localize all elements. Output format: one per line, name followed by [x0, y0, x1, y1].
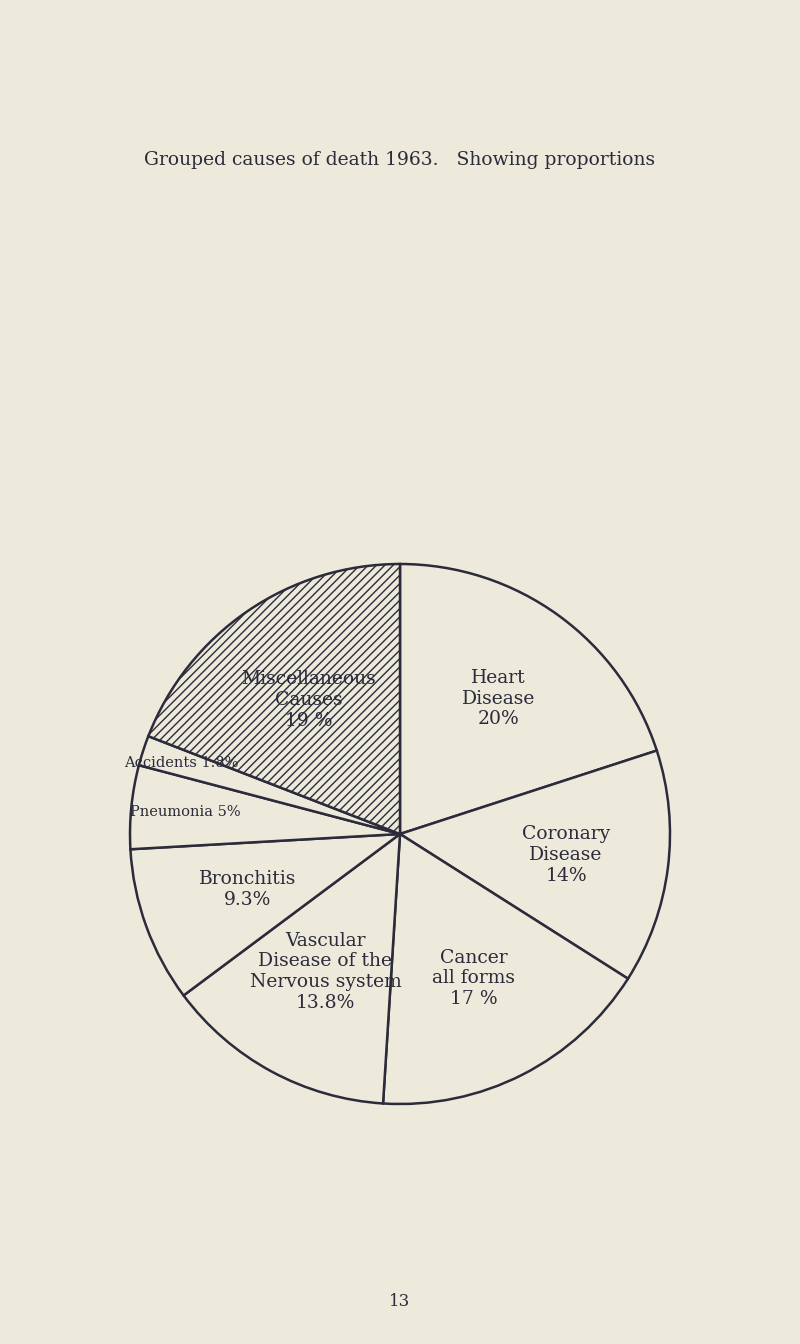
- Wedge shape: [130, 765, 400, 849]
- Text: 13: 13: [390, 1293, 410, 1310]
- Text: Miscellaneous
Causes
19 %: Miscellaneous Causes 19 %: [241, 671, 376, 730]
- Text: Cancer
all forms
17 %: Cancer all forms 17 %: [432, 949, 515, 1008]
- Wedge shape: [400, 750, 670, 978]
- Wedge shape: [383, 835, 628, 1103]
- Text: Accidents 1.8%: Accidents 1.8%: [125, 757, 239, 770]
- Wedge shape: [148, 564, 400, 835]
- Text: Bronchitis
9.3%: Bronchitis 9.3%: [199, 870, 297, 909]
- Text: Pneumonia 5%: Pneumonia 5%: [130, 805, 241, 820]
- Wedge shape: [139, 737, 400, 835]
- Text: Heart
Disease
20%: Heart Disease 20%: [462, 669, 535, 728]
- Wedge shape: [183, 835, 400, 1103]
- Text: Vascular
Disease of the
Nervous system
13.8%: Vascular Disease of the Nervous system 1…: [250, 931, 402, 1012]
- Text: Grouped causes of death 1963.   Showing proportions: Grouped causes of death 1963. Showing pr…: [145, 151, 655, 169]
- Wedge shape: [400, 564, 657, 835]
- Text: Coronary
Disease
14%: Coronary Disease 14%: [522, 825, 610, 884]
- Wedge shape: [130, 835, 400, 996]
